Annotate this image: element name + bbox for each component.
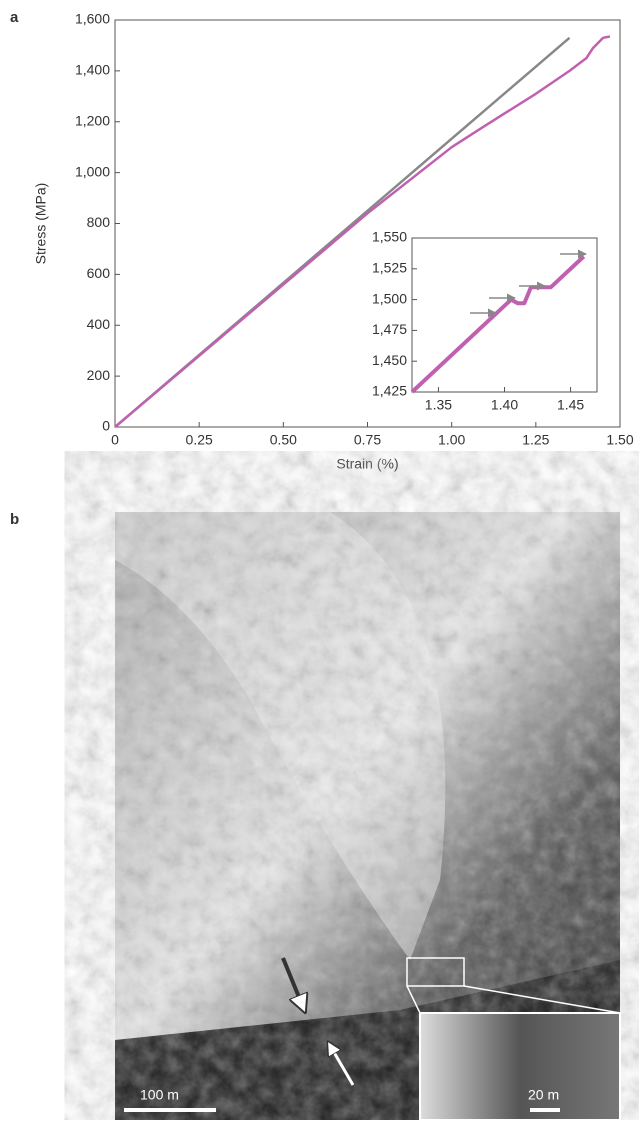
y-axis-label: Stress (MPa) <box>33 183 49 265</box>
x-tick-label: 1.35 <box>425 397 452 413</box>
x-tick-label: 1.25 <box>522 432 549 448</box>
data-line <box>114 35 611 428</box>
x-tick-label: 0.50 <box>270 432 297 448</box>
scale-bar-label: 100 m <box>140 1087 179 1103</box>
sem-image: 100 m 20 m <box>115 512 621 1121</box>
x-tick-label: 1.00 <box>438 432 465 448</box>
charts: 0 0.25 0.50 0.75 1.00 1.25 1.50 0 200 400 600 800 1,… <box>33 11 634 472</box>
y-tick-label: 1,000 <box>75 163 110 179</box>
y-tick-label: 1,550 <box>372 229 407 245</box>
y-tick-label: 1,200 <box>75 112 110 128</box>
inset-arrows <box>470 249 587 318</box>
x-tick-label: 0.25 <box>186 432 213 448</box>
y-tick-label: 200 <box>87 367 111 383</box>
y-tick-label: 1,525 <box>372 260 407 276</box>
panel-label: a <box>10 9 19 26</box>
x-axis-label: Strain (%) <box>336 456 398 472</box>
x-tick-label: 1.45 <box>557 397 584 413</box>
y-tick-label: 1,425 <box>372 383 407 399</box>
scale-bar-label: 20 m <box>528 1087 559 1103</box>
x-tick-label: 1.50 <box>606 432 633 448</box>
x-tick-label: 0.75 <box>354 432 381 448</box>
y-tick-label: 800 <box>87 214 111 230</box>
panel-label: b <box>10 511 19 528</box>
y-tick-label: 1,500 <box>372 290 407 306</box>
y-tick-label: 1,450 <box>372 352 407 368</box>
inset-background <box>412 238 597 392</box>
y-tick-label: 1,600 <box>75 11 110 27</box>
y-tick-label: 600 <box>87 265 111 281</box>
y-tick-label: 1,475 <box>372 321 407 337</box>
y-tick-label: 0 <box>102 418 110 434</box>
y-tick-label: 400 <box>87 316 111 332</box>
y-tick-label: 1,400 <box>75 62 110 78</box>
x-tick-label: 1.40 <box>491 397 518 413</box>
data-line <box>410 255 586 394</box>
x-tick-label: 0 <box>111 432 119 448</box>
